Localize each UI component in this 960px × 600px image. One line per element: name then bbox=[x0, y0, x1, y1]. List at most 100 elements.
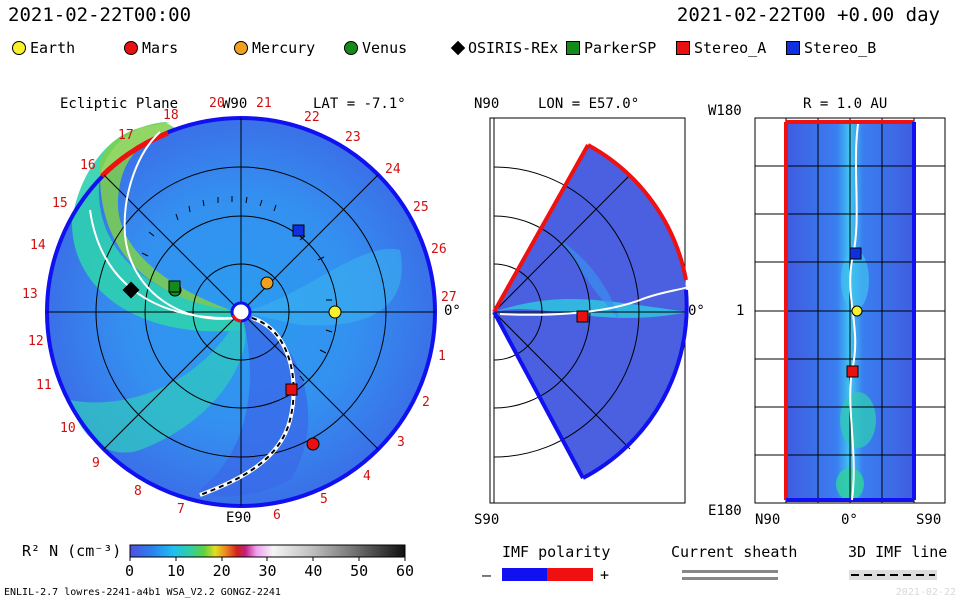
meridional-stream bbox=[494, 298, 688, 318]
circle-marker-icon bbox=[12, 41, 26, 55]
legend-item: ParkerSP bbox=[566, 39, 656, 57]
day-tick-label: 6 bbox=[273, 508, 281, 523]
ambient-region bbox=[241, 248, 402, 326]
circle-marker-icon bbox=[344, 41, 358, 55]
square-marker-icon bbox=[676, 41, 690, 55]
day-tick-label: 5 bbox=[320, 492, 328, 507]
legend-item: Earth bbox=[12, 39, 75, 57]
day-tick-label: 22 bbox=[304, 110, 320, 125]
radial-density-3 bbox=[841, 250, 869, 310]
colorbar bbox=[129, 544, 406, 558]
ecliptic-title: Ecliptic Plane bbox=[60, 96, 179, 112]
colorbar-tick-label: 10 bbox=[166, 562, 185, 580]
polarity-rim-positive bbox=[100, 130, 169, 178]
radial-zero: 0° bbox=[841, 512, 858, 528]
orbit-ticks bbox=[141, 196, 333, 382]
day-tick-label: 2 bbox=[422, 395, 430, 410]
colorbar-tick-label: 50 bbox=[350, 562, 369, 580]
datetime-left: 2021-02-22T00:00 bbox=[8, 4, 192, 26]
lat-label: LAT = -7.1° bbox=[313, 96, 406, 112]
legend-item: Stereo_A bbox=[676, 39, 766, 57]
day-tick-label: 9 bbox=[92, 456, 100, 471]
sun-polarity bbox=[231, 314, 242, 323]
day-tick-label: 3 bbox=[397, 435, 405, 450]
meridional-rim-positive bbox=[587, 143, 688, 281]
imf-plus: + bbox=[600, 566, 610, 584]
legend-label: Venus bbox=[362, 39, 408, 57]
circle-marker-icon bbox=[124, 41, 138, 55]
imf-positive-swatch bbox=[547, 568, 593, 581]
radial-panel bbox=[754, 117, 946, 504]
day-tick-label: 12 bbox=[28, 334, 44, 349]
colorbar-ticks bbox=[129, 557, 406, 561]
day-tick-label: 24 bbox=[385, 162, 401, 177]
legend-label: Earth bbox=[30, 39, 76, 57]
r-label: R = 1.0 AU bbox=[803, 96, 888, 112]
sheath-line-2 bbox=[682, 577, 778, 580]
imf-negative-swatch bbox=[502, 568, 547, 581]
imf3d-title: 3D IMF line bbox=[848, 543, 948, 561]
legend-label: OSIRIS-REx bbox=[468, 39, 559, 57]
radial-s90: S90 bbox=[916, 512, 942, 528]
radial-density-1 bbox=[840, 392, 876, 448]
day-tick-label: 25 bbox=[413, 200, 429, 215]
diamond-marker-icon bbox=[450, 40, 466, 56]
meridional-panel bbox=[489, 117, 689, 504]
radial-stereo-a bbox=[846, 365, 859, 378]
meridional-rim-negative bbox=[582, 289, 689, 480]
radial-w180: W180 bbox=[708, 103, 742, 119]
colorbar-tick-label: 20 bbox=[212, 562, 231, 580]
radial-n90: N90 bbox=[755, 512, 781, 528]
footer-model: ENLIL-2.7 lowres-2241-a4b1 WSA_V2.2 GONG… bbox=[4, 587, 281, 598]
day-tick-label: 18 bbox=[163, 108, 179, 123]
legend-item: Mercury bbox=[234, 39, 315, 57]
colorbar-label: R² N (cm⁻³) bbox=[22, 542, 122, 560]
radial-earth bbox=[851, 305, 863, 317]
legend-label: Mercury bbox=[252, 39, 316, 57]
imf-minus: – bbox=[482, 566, 492, 584]
square-marker-icon bbox=[786, 41, 800, 55]
meridional-edge-negative bbox=[492, 311, 585, 479]
day-tick-label: 26 bbox=[431, 242, 447, 257]
footer-right: 2021-02-22 bbox=[895, 587, 956, 598]
day-tick-label: 4 bbox=[363, 469, 371, 484]
osiris-rex-marker bbox=[122, 281, 140, 299]
radial-imf-line bbox=[849, 123, 859, 501]
day-tick-label: 20 bbox=[209, 96, 225, 111]
day-tick-label: 17 bbox=[118, 128, 134, 143]
legend-item: OSIRIS-REx bbox=[450, 39, 559, 57]
colorbar-tick-label: 60 bbox=[396, 562, 415, 580]
day-tick-label: 13 bbox=[22, 287, 38, 302]
ecliptic-plane-panel bbox=[45, 116, 437, 508]
colorbar-tick-label: 30 bbox=[258, 562, 277, 580]
stereo-a-marker bbox=[285, 383, 298, 396]
datetime-right: 2021-02-22T00 +0.00 day bbox=[676, 4, 940, 26]
mars-marker bbox=[306, 437, 320, 451]
legend-label: Stereo_B bbox=[804, 39, 877, 57]
w90-label: W90 bbox=[222, 96, 248, 112]
colorbar-tick-label: 40 bbox=[304, 562, 323, 580]
meridional-zero: 0° bbox=[688, 303, 705, 319]
imf3d-line bbox=[199, 317, 295, 496]
ecliptic-zero-label: 0° bbox=[444, 303, 461, 319]
legend-label: ParkerSP bbox=[584, 39, 657, 57]
radial-stereo-b bbox=[849, 247, 862, 260]
legend-label: Stereo_A bbox=[694, 39, 767, 57]
meridional-edge-positive bbox=[492, 144, 590, 313]
day-tick-label: 16 bbox=[80, 158, 96, 173]
earth-marker bbox=[328, 305, 342, 319]
day-tick-label: 10 bbox=[60, 421, 76, 436]
day-tick-label: 14 bbox=[30, 238, 46, 253]
e90-label: E90 bbox=[226, 510, 252, 526]
meridional-n90: N90 bbox=[474, 96, 500, 112]
day-tick-label: 8 bbox=[134, 484, 142, 499]
meridional-s90: S90 bbox=[474, 512, 500, 528]
day-tick-label: 1 bbox=[438, 349, 446, 364]
day-tick-label: 15 bbox=[52, 196, 68, 211]
lon-label: LON = E57.0° bbox=[538, 96, 640, 112]
radial-one: 1 bbox=[736, 303, 745, 319]
day-tick-label: 21 bbox=[256, 96, 272, 111]
square-marker-icon bbox=[566, 41, 580, 55]
imf-title: IMF polarity bbox=[502, 543, 611, 561]
